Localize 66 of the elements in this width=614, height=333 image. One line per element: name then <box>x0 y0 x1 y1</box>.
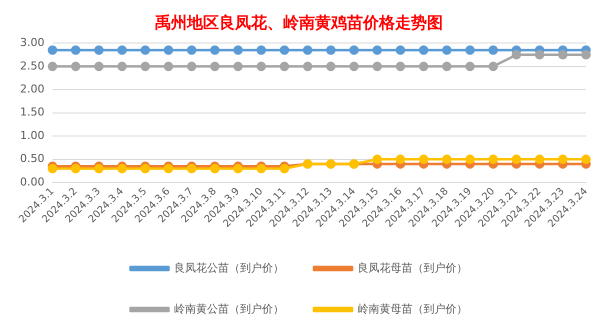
point <box>512 50 522 60</box>
point <box>418 45 428 55</box>
point <box>442 62 452 72</box>
legend-label: 良凤花公苗（到户价） <box>174 261 284 274</box>
legend-label: 岭南黄母苗（到户价） <box>358 302 468 316</box>
point <box>117 45 127 55</box>
point <box>256 45 266 55</box>
point <box>210 62 220 72</box>
point <box>140 45 150 55</box>
point <box>302 62 312 72</box>
point <box>70 45 80 55</box>
point <box>164 45 174 55</box>
point <box>442 45 452 55</box>
point <box>534 50 544 60</box>
chart-title: 禹州地区良凤花、岭南黄鸡苗价格走势图 <box>155 12 443 32</box>
y-tick-label: 0.00 <box>20 175 44 188</box>
point <box>488 154 498 164</box>
point <box>581 50 591 60</box>
point <box>534 154 544 164</box>
point <box>280 62 290 72</box>
point <box>140 62 150 72</box>
point <box>372 62 382 72</box>
point <box>465 45 475 55</box>
point <box>256 62 266 72</box>
point <box>164 62 174 72</box>
legend-label: 岭南黄公苗（到户价） <box>174 302 284 316</box>
point <box>488 45 498 55</box>
y-tick-label: 3.00 <box>20 36 44 50</box>
point <box>48 62 58 72</box>
point <box>372 154 382 164</box>
point <box>349 45 359 55</box>
point <box>396 62 406 72</box>
point <box>94 62 104 72</box>
point <box>302 45 312 55</box>
y-tick-label: 2.00 <box>20 82 44 96</box>
point <box>70 62 80 72</box>
point <box>94 45 104 55</box>
point <box>396 45 406 55</box>
y-tick-label: 1.50 <box>20 106 44 119</box>
point <box>233 62 243 72</box>
point <box>186 45 196 55</box>
point <box>488 62 498 72</box>
point <box>280 45 290 55</box>
legend-label: 良凤花母苗（到户价） <box>358 261 468 274</box>
point <box>48 45 58 55</box>
point <box>233 45 243 55</box>
point <box>558 154 568 164</box>
y-tick-label: 2.50 <box>20 59 44 72</box>
point <box>186 62 196 72</box>
point <box>210 45 220 55</box>
point <box>465 154 475 164</box>
point <box>418 62 428 72</box>
point <box>396 154 406 164</box>
point <box>442 154 452 164</box>
point <box>326 62 336 72</box>
point <box>581 154 591 164</box>
point <box>418 154 428 164</box>
point <box>349 62 359 72</box>
point <box>326 45 336 55</box>
point <box>465 62 475 72</box>
point <box>372 45 382 55</box>
y-tick-label: 0.50 <box>20 152 44 166</box>
point <box>558 50 568 60</box>
y-tick-label: 1.00 <box>20 128 44 142</box>
point <box>512 154 522 164</box>
point <box>117 62 127 72</box>
